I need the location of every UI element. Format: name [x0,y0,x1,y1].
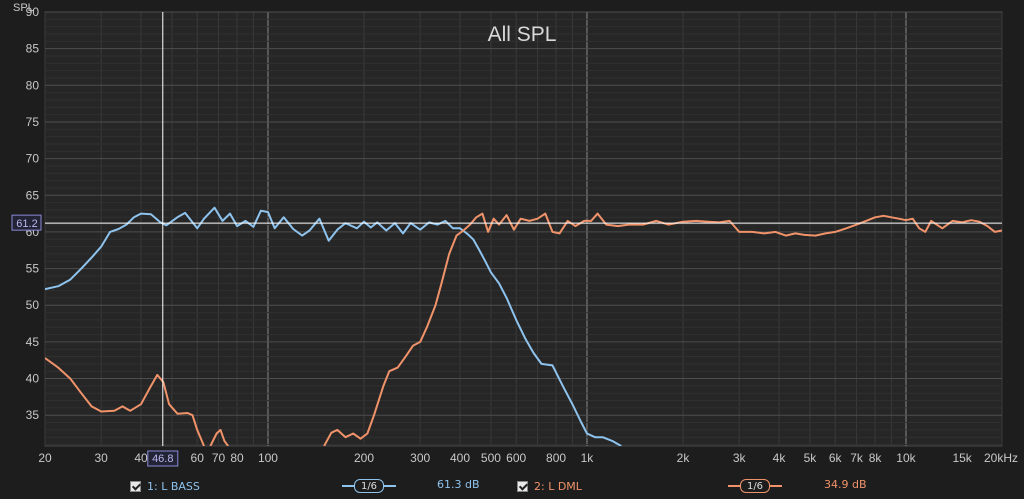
series-line-2 [209,428,229,446]
x-tick-label: 100 [258,451,278,465]
series-line-2 [323,212,1002,446]
chart-title: All SPL [488,23,557,46]
plot-area [44,11,1003,447]
l-dml-value: 34.9 dB [824,478,867,491]
x-tick-label: 80 [230,451,244,465]
y-axis-label: SPL [13,2,34,14]
l-bass-smoothing-label[interactable]: 1/6 [354,479,384,493]
legend-item-l-dml[interactable]: 2: L DML [517,476,582,496]
x-tick-label: 30 [94,451,108,465]
l-dml-line-sample [728,485,740,487]
l-bass-line-sample-right [384,485,396,487]
x-tick-label: 70 [212,451,226,465]
legend-item-l-bass[interactable]: 1: L BASS [130,476,200,496]
x-tick-label: 3k [733,451,747,465]
x-tick-label: 1k [581,451,595,465]
l-dml-line-sample-right [770,485,782,487]
y-tick-label: 55 [26,262,40,276]
y-tick-label: 45 [26,335,40,349]
cursor-x-readout-box [147,450,179,467]
series-line-2 [45,357,205,446]
x-axis-unit-label: 20kHz [984,451,1018,465]
x-tick-label: 5k [804,451,818,465]
y-tick-label: 90 [26,5,40,19]
l-bass-value: 61.3 dB [437,478,480,491]
x-tick-label: 15k [952,451,972,465]
y-tick-label: 80 [26,78,40,92]
y-tick-label: 35 [26,408,40,422]
l-dml-checkbox[interactable] [517,480,528,492]
l-bass-smoothing-control[interactable]: 1/6 [342,478,396,494]
x-tick-label: 40 [134,451,148,465]
y-tick-label: 85 [26,42,40,56]
l-dml-label: 2: L DML [534,479,582,493]
l-bass-label: 1: L BASS [147,479,200,493]
x-tick-label: 300 [410,451,430,465]
x-tick-label: 60 [191,451,205,465]
y-tick-label: 40 [26,372,40,386]
y-tick-label: 70 [26,152,40,166]
x-tick-label: 400 [450,451,470,465]
x-tick-label: 10k [896,451,916,465]
x-tick-label: 4k [773,451,787,465]
l-bass-checkbox[interactable] [130,480,141,492]
x-tick-label: 7k [850,451,864,465]
x-tick-label: 200 [354,451,374,465]
y-tick-label: 50 [26,298,40,312]
cursor-y-readout: 61.2 [16,218,37,230]
x-tick-label: 20 [38,451,52,465]
l-dml-smoothing-control[interactable]: 1/6 [728,478,782,494]
x-tick-label: 6k [829,451,843,465]
l-bass-line-sample [342,485,354,487]
y-tick-label: 65 [26,188,40,202]
x-tick-label: 8k [869,451,883,465]
x-tick-label: 800 [546,451,566,465]
cursor-x-readout: 46.8 [152,453,173,465]
cursor-y-readout-box [11,214,42,231]
x-tick-label: 600 [506,451,526,465]
y-tick-label: 75 [26,115,40,129]
l-dml-smoothing-label[interactable]: 1/6 [740,479,770,493]
x-tick-label: 2k [677,451,691,465]
x-tick-label: 500 [481,451,501,465]
